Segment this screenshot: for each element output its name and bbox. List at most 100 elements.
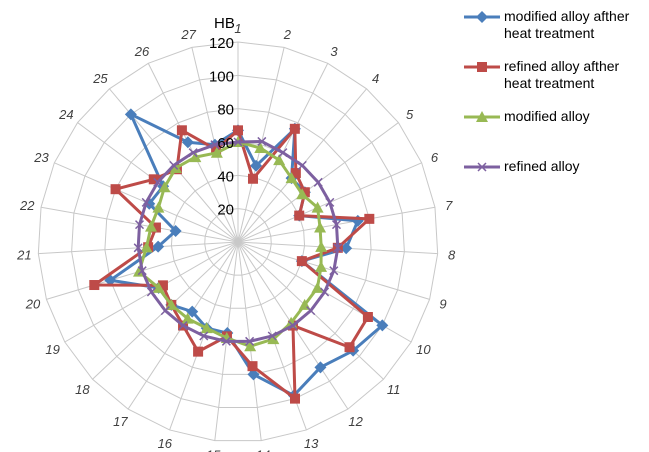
category-label: 3 (330, 44, 338, 59)
data-point (315, 260, 328, 272)
data-point (267, 333, 280, 345)
tick-label: 40 (217, 168, 234, 185)
tick-label: 100 (209, 68, 234, 85)
data-point (157, 280, 168, 291)
data-point (160, 306, 170, 316)
data-point (150, 222, 161, 233)
data-point (178, 321, 188, 331)
category-label: 24 (58, 107, 73, 122)
category-label: 2 (283, 27, 292, 42)
category-label: 5 (406, 107, 414, 122)
legend-item: refined alloy (462, 158, 648, 208)
category-label: 13 (304, 436, 319, 451)
data-point (146, 287, 156, 297)
tick-label: 120 (209, 35, 234, 52)
category-label: 11 (387, 382, 401, 397)
data-point (267, 331, 277, 341)
data-point (189, 151, 202, 163)
data-point (233, 137, 243, 147)
legend-item: modified alloy afther heat treatment (462, 8, 648, 58)
category-label: 25 (92, 71, 108, 86)
grid-ring-100 (71, 74, 405, 409)
data-point (313, 177, 323, 187)
category-label: 21 (16, 247, 31, 262)
data-point (193, 346, 204, 357)
data-point (329, 266, 339, 276)
data-point (290, 168, 301, 179)
data-point (247, 361, 258, 372)
legend-item: refined alloy afther heat treatment (462, 58, 648, 108)
legend-label: refined alloy (504, 158, 580, 174)
data-point (299, 187, 310, 198)
category-label: 10 (416, 342, 431, 357)
data-point (311, 281, 324, 293)
data-point (89, 280, 100, 291)
data-point (145, 220, 158, 232)
data-point (186, 305, 199, 318)
data-point (133, 243, 143, 253)
data-point (244, 340, 257, 352)
tick-label: 80 (217, 102, 234, 119)
data-point (210, 146, 223, 158)
data-point (290, 393, 301, 404)
grid-ring-120 (37, 41, 439, 442)
data-point (158, 181, 171, 193)
grid-ring-40 (170, 174, 306, 309)
data-point (296, 256, 307, 267)
series-line (92, 127, 371, 401)
tick-label: 20 (217, 202, 234, 219)
data-point (257, 136, 267, 146)
category-label: 14 (256, 448, 270, 452)
category-label: 8 (448, 247, 456, 262)
data-point (311, 201, 324, 213)
category-label: 4 (372, 71, 379, 86)
legend-swatch (464, 162, 500, 172)
data-point (152, 281, 165, 293)
category-label: 18 (75, 382, 90, 397)
data-point (314, 361, 327, 374)
category-label: 26 (134, 44, 150, 59)
legend-label: modified alloy (504, 108, 590, 124)
data-point (199, 331, 209, 341)
data-point (376, 319, 389, 332)
data-point (137, 266, 147, 276)
data-point (333, 243, 343, 253)
category-label: 19 (45, 342, 59, 357)
data-point (294, 210, 305, 221)
data-point (140, 241, 153, 253)
legend-item: modified alloy (462, 108, 648, 158)
data-point (340, 242, 353, 255)
tick-label: 60 (217, 135, 234, 152)
data-point (169, 225, 182, 238)
data-point (153, 177, 163, 187)
data-point (152, 240, 165, 253)
data-point (247, 368, 260, 381)
data-point (314, 221, 327, 233)
grid-ring-80 (104, 108, 372, 375)
category-label: 9 (439, 296, 446, 311)
legend-swatch (464, 62, 500, 72)
data-point (134, 220, 145, 230)
data-point (181, 312, 194, 324)
series-3 (133, 136, 343, 346)
category-label: 7 (445, 198, 453, 213)
category-label: 12 (348, 414, 363, 429)
category-label: 22 (19, 198, 35, 213)
data-point (233, 125, 243, 136)
data-point (288, 321, 298, 331)
data-point (273, 154, 286, 166)
grid-ring-20 (204, 208, 272, 276)
data-point (210, 140, 220, 150)
data-point (247, 173, 258, 184)
category-label: 1 (234, 21, 241, 36)
category-label: 15 (206, 448, 221, 452)
category-label: 17 (113, 414, 128, 429)
legend-swatch (464, 11, 500, 23)
data-point (152, 201, 165, 213)
data-point (176, 125, 187, 136)
category-label: 20 (25, 296, 41, 311)
category-labels: 1234567891011121314151617181920212223242… (16, 21, 456, 452)
data-point (278, 148, 288, 158)
radar-spokes (38, 42, 438, 441)
